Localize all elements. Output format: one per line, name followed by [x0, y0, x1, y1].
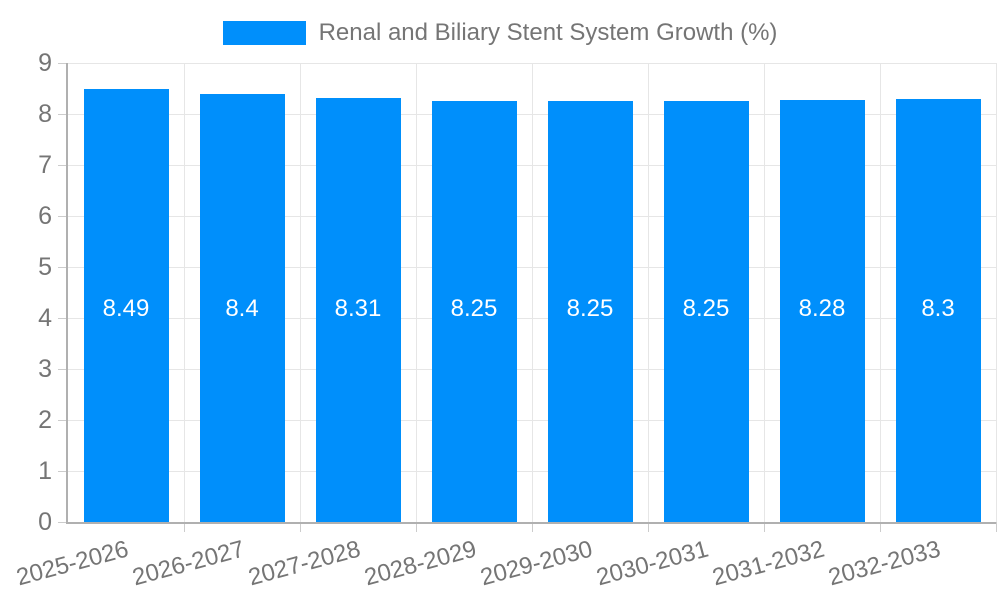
x-gridline	[996, 63, 997, 522]
x-gridline	[648, 63, 649, 522]
y-axis-tick-label: 8	[38, 100, 52, 128]
y-axis-tick-label: 1	[38, 457, 52, 485]
x-gridline	[416, 63, 417, 522]
y-axis-tick	[58, 369, 68, 370]
y-axis-tick	[58, 216, 68, 217]
y-axis-tick-label: 5	[38, 253, 52, 281]
bar[interactable]: 8.31	[315, 98, 401, 522]
bar[interactable]: 8.28	[779, 99, 865, 522]
y-axis-tick	[58, 63, 68, 64]
bar[interactable]: 8.25	[431, 101, 517, 522]
bar[interactable]: 8.3	[895, 98, 981, 522]
x-axis-tick	[764, 522, 765, 532]
bar-value-label: 8.28	[798, 294, 846, 322]
y-axis-tick-label: 7	[38, 151, 52, 179]
y-axis-tick	[58, 420, 68, 421]
bar-value-label: 8.31	[334, 294, 382, 322]
y-axis-tick-label: 9	[38, 49, 52, 77]
bar[interactable]: 8.4	[199, 93, 285, 522]
y-axis-tick-label: 0	[38, 508, 52, 536]
y-axis-tick	[58, 318, 68, 319]
y-axis-tick-label: 4	[38, 304, 52, 332]
y-axis-tick	[58, 522, 68, 523]
x-axis-tick	[300, 522, 301, 532]
x-gridline	[184, 63, 185, 522]
x-gridline	[764, 63, 765, 522]
y-axis-tick-label: 3	[38, 355, 52, 383]
x-axis-tick	[532, 522, 533, 532]
x-axis-tick	[648, 522, 649, 532]
x-axis-tick	[416, 522, 417, 532]
x-axis-line	[66, 522, 996, 524]
bar-value-label: 8.49	[102, 294, 150, 322]
bar-value-label: 8.25	[566, 295, 614, 322]
legend-label: Renal and Biliary Stent System Growth (%…	[318, 19, 778, 46]
y-axis-tick-label: 2	[38, 406, 52, 434]
bar[interactable]: 8.25	[663, 101, 749, 522]
x-gridline	[532, 63, 533, 522]
bar[interactable]: 8.49	[83, 89, 169, 522]
y-axis-tick-label: 6	[38, 202, 52, 230]
y-axis-tick	[58, 267, 68, 268]
y-axis-tick	[58, 471, 68, 472]
x-axis-tick	[996, 522, 997, 532]
bar-value-label: 8.25	[450, 295, 498, 322]
y-axis-line	[66, 63, 68, 524]
y-axis-tick	[58, 114, 68, 115]
bar-value-label: 8.25	[682, 295, 730, 322]
x-axis-tick	[184, 522, 185, 532]
legend-swatch	[222, 21, 306, 45]
x-axis-tick	[880, 522, 881, 532]
legend[interactable]: Renal and Biliary Stent System Growth (%…	[0, 18, 1000, 48]
x-gridline	[880, 63, 881, 522]
y-axis-tick	[58, 165, 68, 166]
bar-value-label: 8.3	[921, 294, 955, 322]
bar[interactable]: 8.25	[547, 101, 633, 522]
bar-value-label: 8.4	[225, 294, 259, 322]
x-gridline	[300, 63, 301, 522]
